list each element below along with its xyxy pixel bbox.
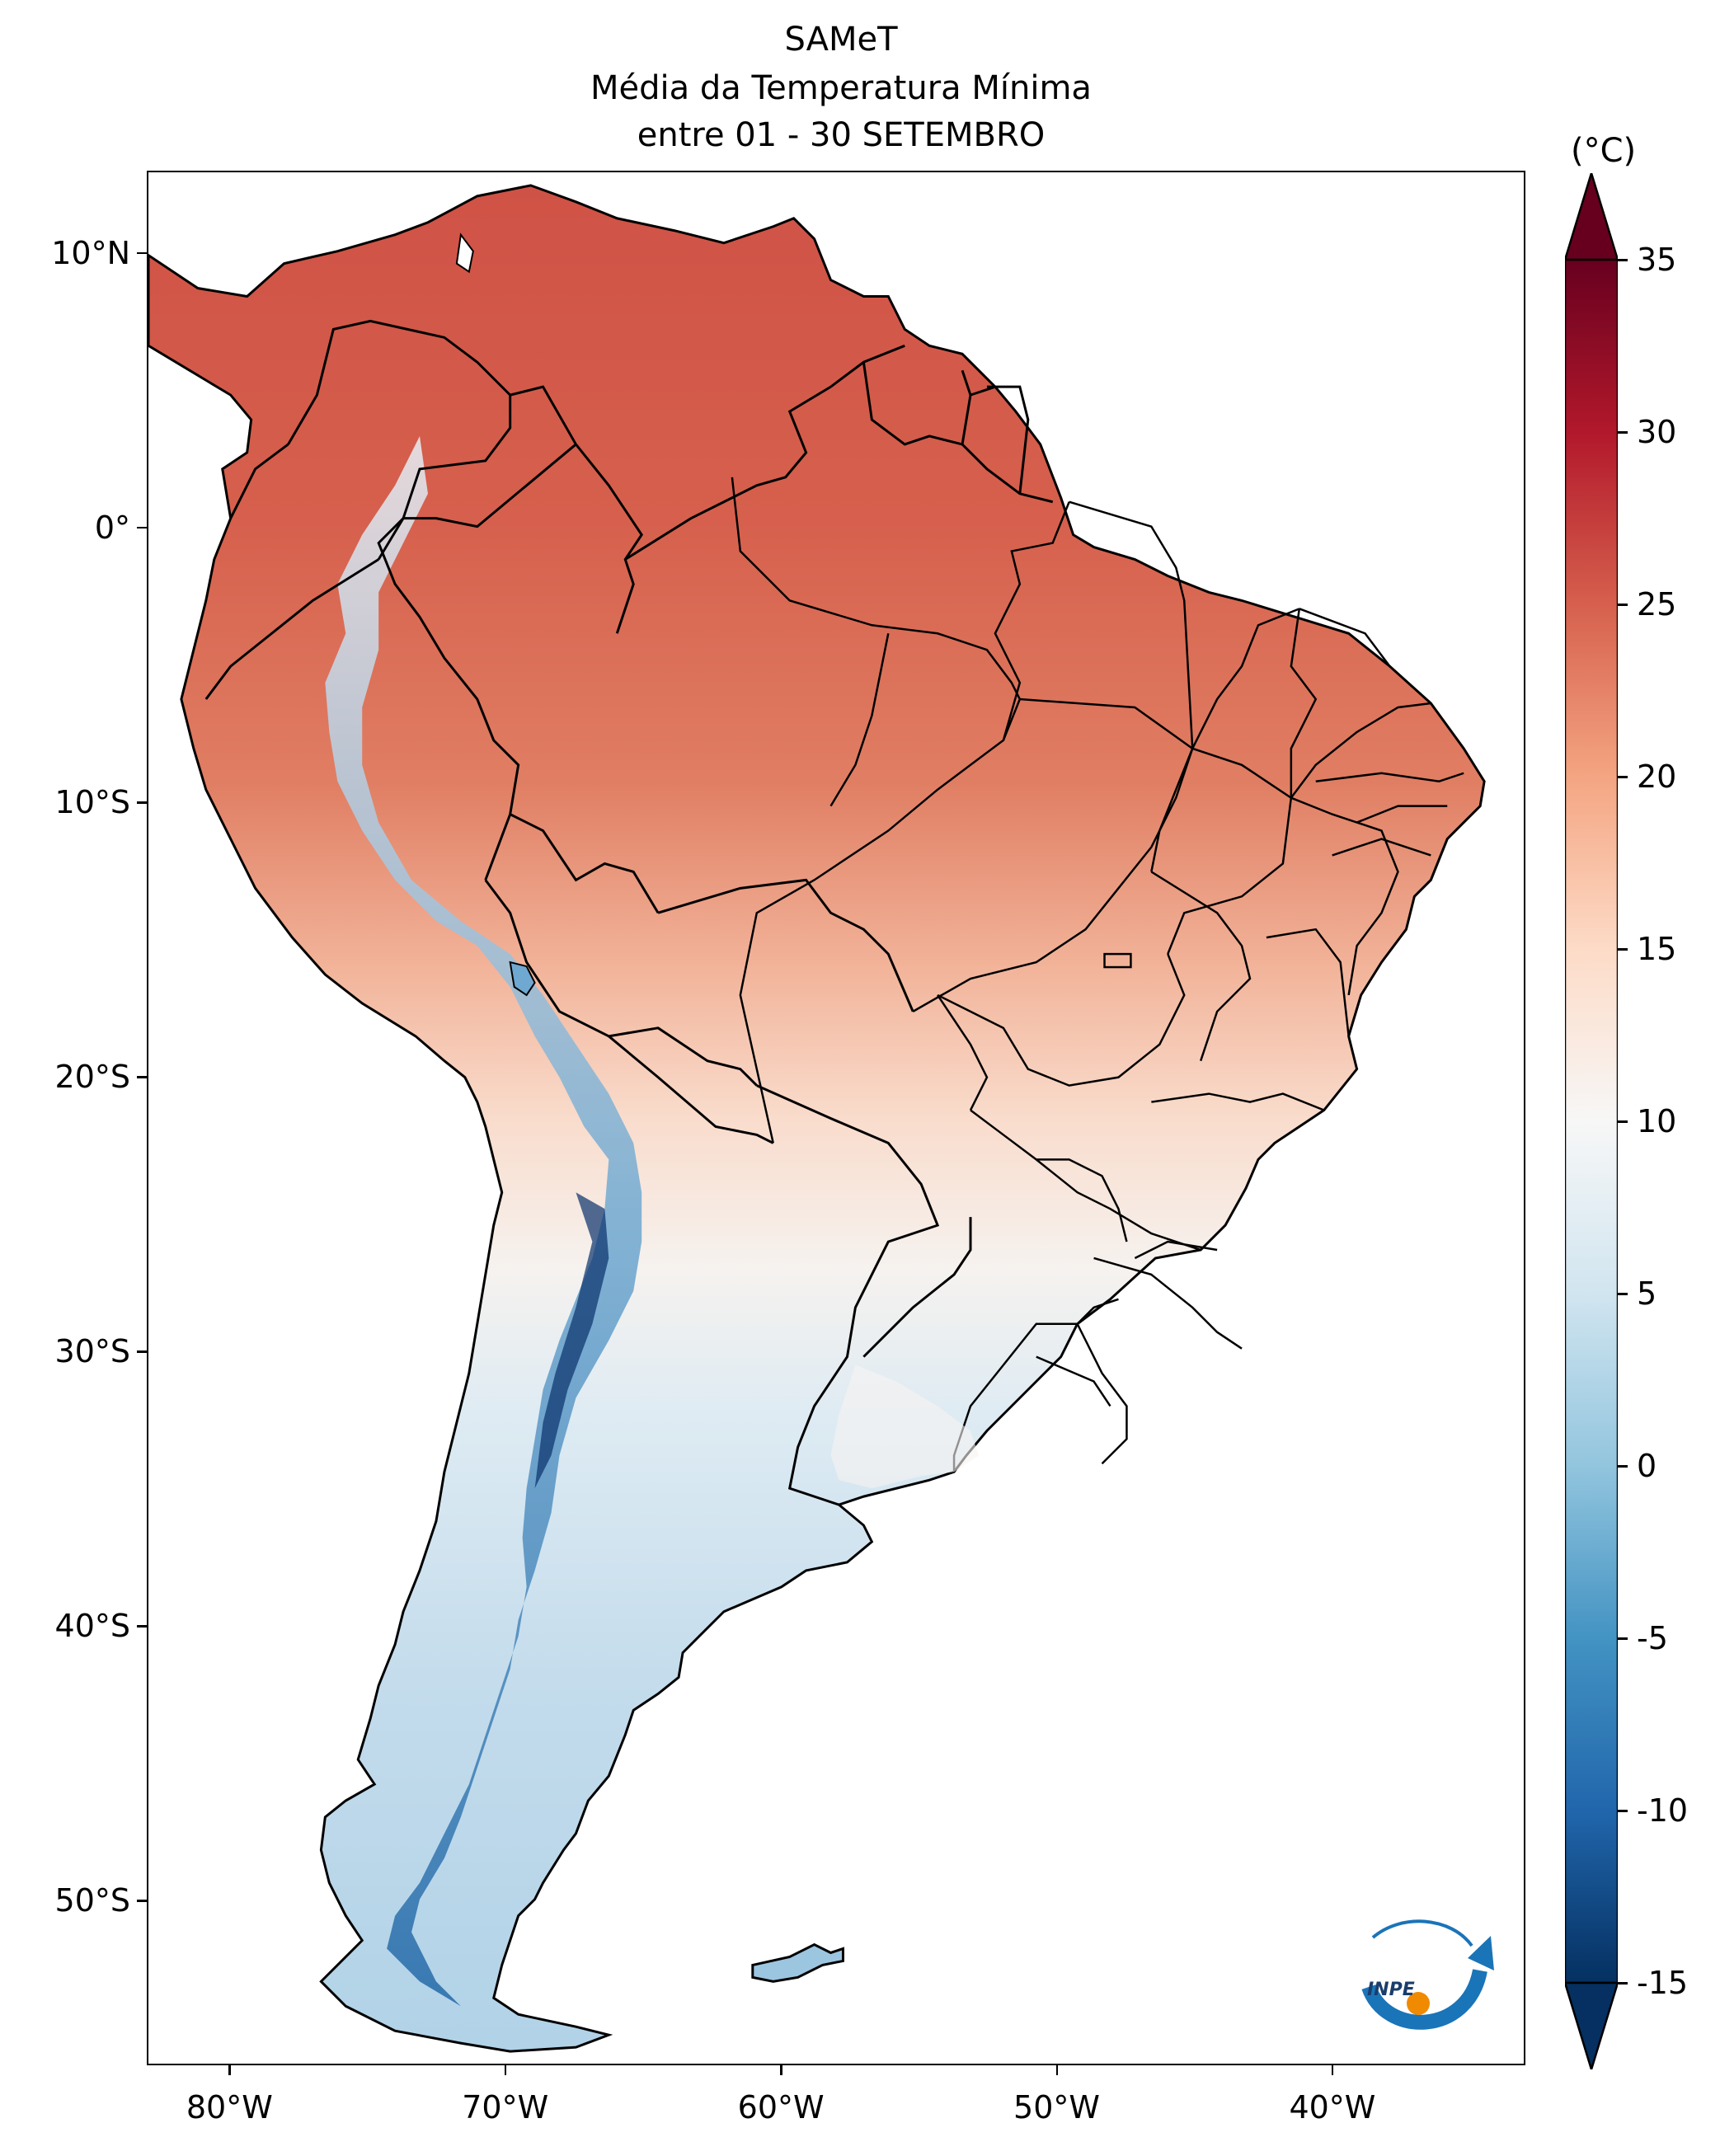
- colorbar-tick-label: 30: [1637, 414, 1677, 450]
- colorbar-tick-label: 20: [1637, 759, 1677, 795]
- falkland-islands: [751, 1942, 844, 1983]
- lon-tick-mark: [504, 2065, 507, 2075]
- colorbar-tick-mark: [1618, 1982, 1628, 1985]
- colorbar-tick-mark: [1618, 776, 1628, 778]
- colorbar-tick-mark: [1618, 1120, 1628, 1123]
- uruguay-region: [830, 1365, 979, 1489]
- colorbar-tick-label: 0: [1637, 1448, 1657, 1484]
- country-borders: [204, 319, 1054, 1506]
- lat-tick-mark: [137, 526, 147, 529]
- lat-tick-label: 10°N: [51, 234, 130, 271]
- colorbar-tick-mark: [1618, 948, 1628, 951]
- colorbar: [1565, 173, 1618, 2069]
- colorbar-tick-label: 10: [1637, 1103, 1677, 1139]
- temperature-map: [148, 184, 1486, 2053]
- colorbar-tick-mark: [1618, 1637, 1628, 1640]
- colorbar-unit: (°C): [1571, 132, 1637, 170]
- lat-tick-label: 10°S: [54, 784, 130, 820]
- colorbar-tick-label: 15: [1637, 931, 1677, 967]
- inpe-logo-text: INPE: [1367, 1980, 1415, 2000]
- colorbar-tick-label: 5: [1637, 1275, 1657, 1312]
- lat-tick-mark: [137, 1625, 147, 1628]
- lat-tick-mark: [137, 1076, 147, 1078]
- lat-tick-label: 50°S: [54, 1882, 130, 1919]
- lon-tick-mark: [1055, 2065, 1059, 2075]
- colorbar-tick-mark: [1618, 604, 1628, 606]
- colorbar-tick-label: 35: [1637, 242, 1677, 278]
- lat-tick-label: 0°: [94, 509, 130, 546]
- lon-tick-label: 80°W: [186, 2089, 273, 2125]
- colorbar-tick-label: 25: [1637, 586, 1677, 622]
- map-title: SAMeT: [784, 21, 898, 59]
- colorbar-body: [1565, 258, 1618, 1985]
- colorbar-tick-mark: [1618, 1293, 1628, 1295]
- lon-tick-mark: [780, 2065, 782, 2075]
- colorbar-tick-mark: [1618, 259, 1628, 261]
- colorbar-tick-mark: [1618, 431, 1628, 434]
- lon-tick-label: 70°W: [462, 2089, 549, 2125]
- colorbar-tick-mark: [1618, 1810, 1628, 1812]
- andes-cold-region: [325, 435, 642, 2007]
- lon-tick-label: 40°W: [1289, 2089, 1376, 2125]
- colorbar-tick-label: -5: [1637, 1620, 1668, 1656]
- map-subtitle: Média da Temperatura Mínima: [590, 69, 1092, 107]
- lat-tick-label: 40°S: [54, 1608, 130, 1645]
- colorbar-top-extend: [1565, 173, 1618, 261]
- lat-tick-label: 20°S: [54, 1059, 130, 1096]
- lake-maracaibo: [455, 233, 474, 274]
- lat-tick-mark: [137, 251, 147, 255]
- colorbar-bottom-extend: [1565, 1981, 1618, 2069]
- colorbar-tick-label: -15: [1637, 1965, 1689, 2001]
- lon-tick-label: 50°W: [1013, 2089, 1100, 2125]
- map-period: entre 01 - 30 SETEMBRO: [637, 116, 1046, 154]
- lat-tick-mark: [137, 801, 147, 804]
- lon-tick-mark: [1331, 2065, 1334, 2075]
- lon-tick-mark: [228, 2065, 231, 2075]
- inpe-logo: INPE: [1361, 1919, 1494, 2030]
- map-area: [147, 171, 1525, 2065]
- lake-titicaca: [509, 961, 536, 997]
- lat-tick-label: 30°S: [54, 1333, 130, 1370]
- coldest-region: [534, 1192, 609, 1489]
- lat-tick-mark: [137, 1900, 147, 1902]
- lon-tick-label: 60°W: [737, 2089, 825, 2125]
- colorbar-tick-label: -10: [1637, 1792, 1689, 1829]
- lat-tick-mark: [137, 1350, 147, 1353]
- south-america-land: [148, 184, 1486, 2053]
- colorbar-tick-mark: [1618, 1465, 1628, 1468]
